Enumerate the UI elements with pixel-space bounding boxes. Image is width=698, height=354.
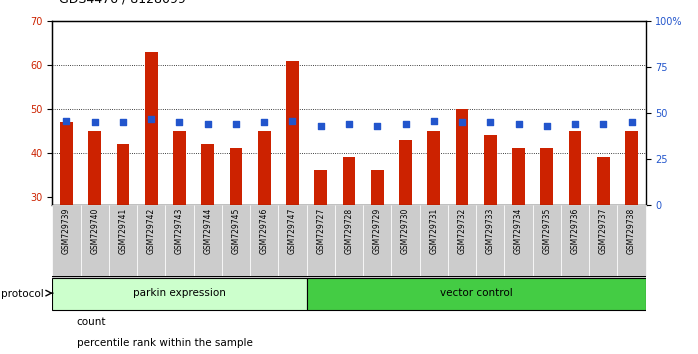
Text: GSM729747: GSM729747 xyxy=(288,207,297,254)
Point xyxy=(597,121,609,127)
Bar xyxy=(250,205,279,276)
Bar xyxy=(399,139,412,205)
Point xyxy=(89,120,101,125)
Bar xyxy=(202,144,214,205)
Text: GSM729740: GSM729740 xyxy=(90,207,99,254)
Bar xyxy=(589,205,618,276)
Point xyxy=(570,121,581,127)
Bar xyxy=(52,205,80,276)
Bar xyxy=(419,205,448,276)
Point xyxy=(117,120,128,125)
Bar xyxy=(279,205,306,276)
Point xyxy=(541,123,552,129)
Bar xyxy=(456,109,468,205)
Bar xyxy=(286,61,299,205)
Bar xyxy=(448,205,476,276)
Bar xyxy=(222,205,250,276)
Point xyxy=(626,120,637,125)
Bar xyxy=(89,131,101,205)
Text: GSM729733: GSM729733 xyxy=(486,207,495,254)
Text: GSM729745: GSM729745 xyxy=(232,207,241,254)
Text: parkin expression: parkin expression xyxy=(133,288,226,298)
Bar xyxy=(618,205,646,276)
Text: GSM729732: GSM729732 xyxy=(457,207,466,254)
Text: GSM729744: GSM729744 xyxy=(203,207,212,254)
Bar xyxy=(392,205,419,276)
Bar xyxy=(109,205,137,276)
Point xyxy=(484,120,496,125)
Bar xyxy=(343,157,355,205)
Bar xyxy=(306,278,646,310)
Text: GSM729743: GSM729743 xyxy=(175,207,184,254)
Text: GSM729729: GSM729729 xyxy=(373,207,382,254)
Bar xyxy=(569,131,581,205)
Bar xyxy=(484,135,496,205)
Text: GSM729739: GSM729739 xyxy=(62,207,71,254)
Bar xyxy=(540,148,553,205)
Text: GSM729738: GSM729738 xyxy=(627,207,636,254)
Point xyxy=(287,118,298,124)
Text: GSM729728: GSM729728 xyxy=(345,207,353,253)
Point xyxy=(513,121,524,127)
Bar xyxy=(193,205,222,276)
Point xyxy=(202,121,214,127)
Bar xyxy=(137,205,165,276)
Bar xyxy=(533,205,561,276)
Text: percentile rank within the sample: percentile rank within the sample xyxy=(77,338,253,348)
Bar xyxy=(173,131,186,205)
Text: GSM729731: GSM729731 xyxy=(429,207,438,254)
Point xyxy=(428,118,439,124)
Bar xyxy=(476,205,505,276)
Point xyxy=(400,121,411,127)
Bar xyxy=(145,52,158,205)
Bar xyxy=(314,170,327,205)
Text: GSM729741: GSM729741 xyxy=(119,207,128,254)
Bar xyxy=(512,148,525,205)
Bar xyxy=(505,205,533,276)
Text: GSM729735: GSM729735 xyxy=(542,207,551,254)
Point xyxy=(371,123,383,129)
Point xyxy=(259,120,270,125)
Bar xyxy=(427,131,440,205)
Bar xyxy=(230,148,242,205)
Bar xyxy=(625,131,638,205)
Bar xyxy=(371,170,384,205)
Bar xyxy=(335,205,363,276)
Text: GSM729736: GSM729736 xyxy=(570,207,579,254)
Text: GSM729734: GSM729734 xyxy=(514,207,523,254)
Text: GSM729746: GSM729746 xyxy=(260,207,269,254)
Bar xyxy=(52,278,306,310)
Bar xyxy=(117,144,129,205)
Bar xyxy=(60,122,73,205)
Bar xyxy=(561,205,589,276)
Text: GSM729737: GSM729737 xyxy=(599,207,608,254)
Bar xyxy=(597,157,609,205)
Point xyxy=(456,120,468,125)
Point xyxy=(315,123,327,129)
Text: vector control: vector control xyxy=(440,288,512,298)
Point xyxy=(146,116,157,122)
Bar xyxy=(363,205,392,276)
Point xyxy=(230,121,242,127)
Text: GSM729727: GSM729727 xyxy=(316,207,325,254)
Bar xyxy=(306,205,335,276)
Point xyxy=(343,121,355,127)
Bar xyxy=(258,131,271,205)
Text: count: count xyxy=(77,317,106,327)
Point xyxy=(174,120,185,125)
Text: GSM729742: GSM729742 xyxy=(147,207,156,254)
Text: GSM729730: GSM729730 xyxy=(401,207,410,254)
Bar xyxy=(165,205,193,276)
Bar xyxy=(80,205,109,276)
Point xyxy=(61,118,72,124)
Text: protocol: protocol xyxy=(1,289,44,299)
Text: GDS4476 / 8128099: GDS4476 / 8128099 xyxy=(59,0,186,5)
